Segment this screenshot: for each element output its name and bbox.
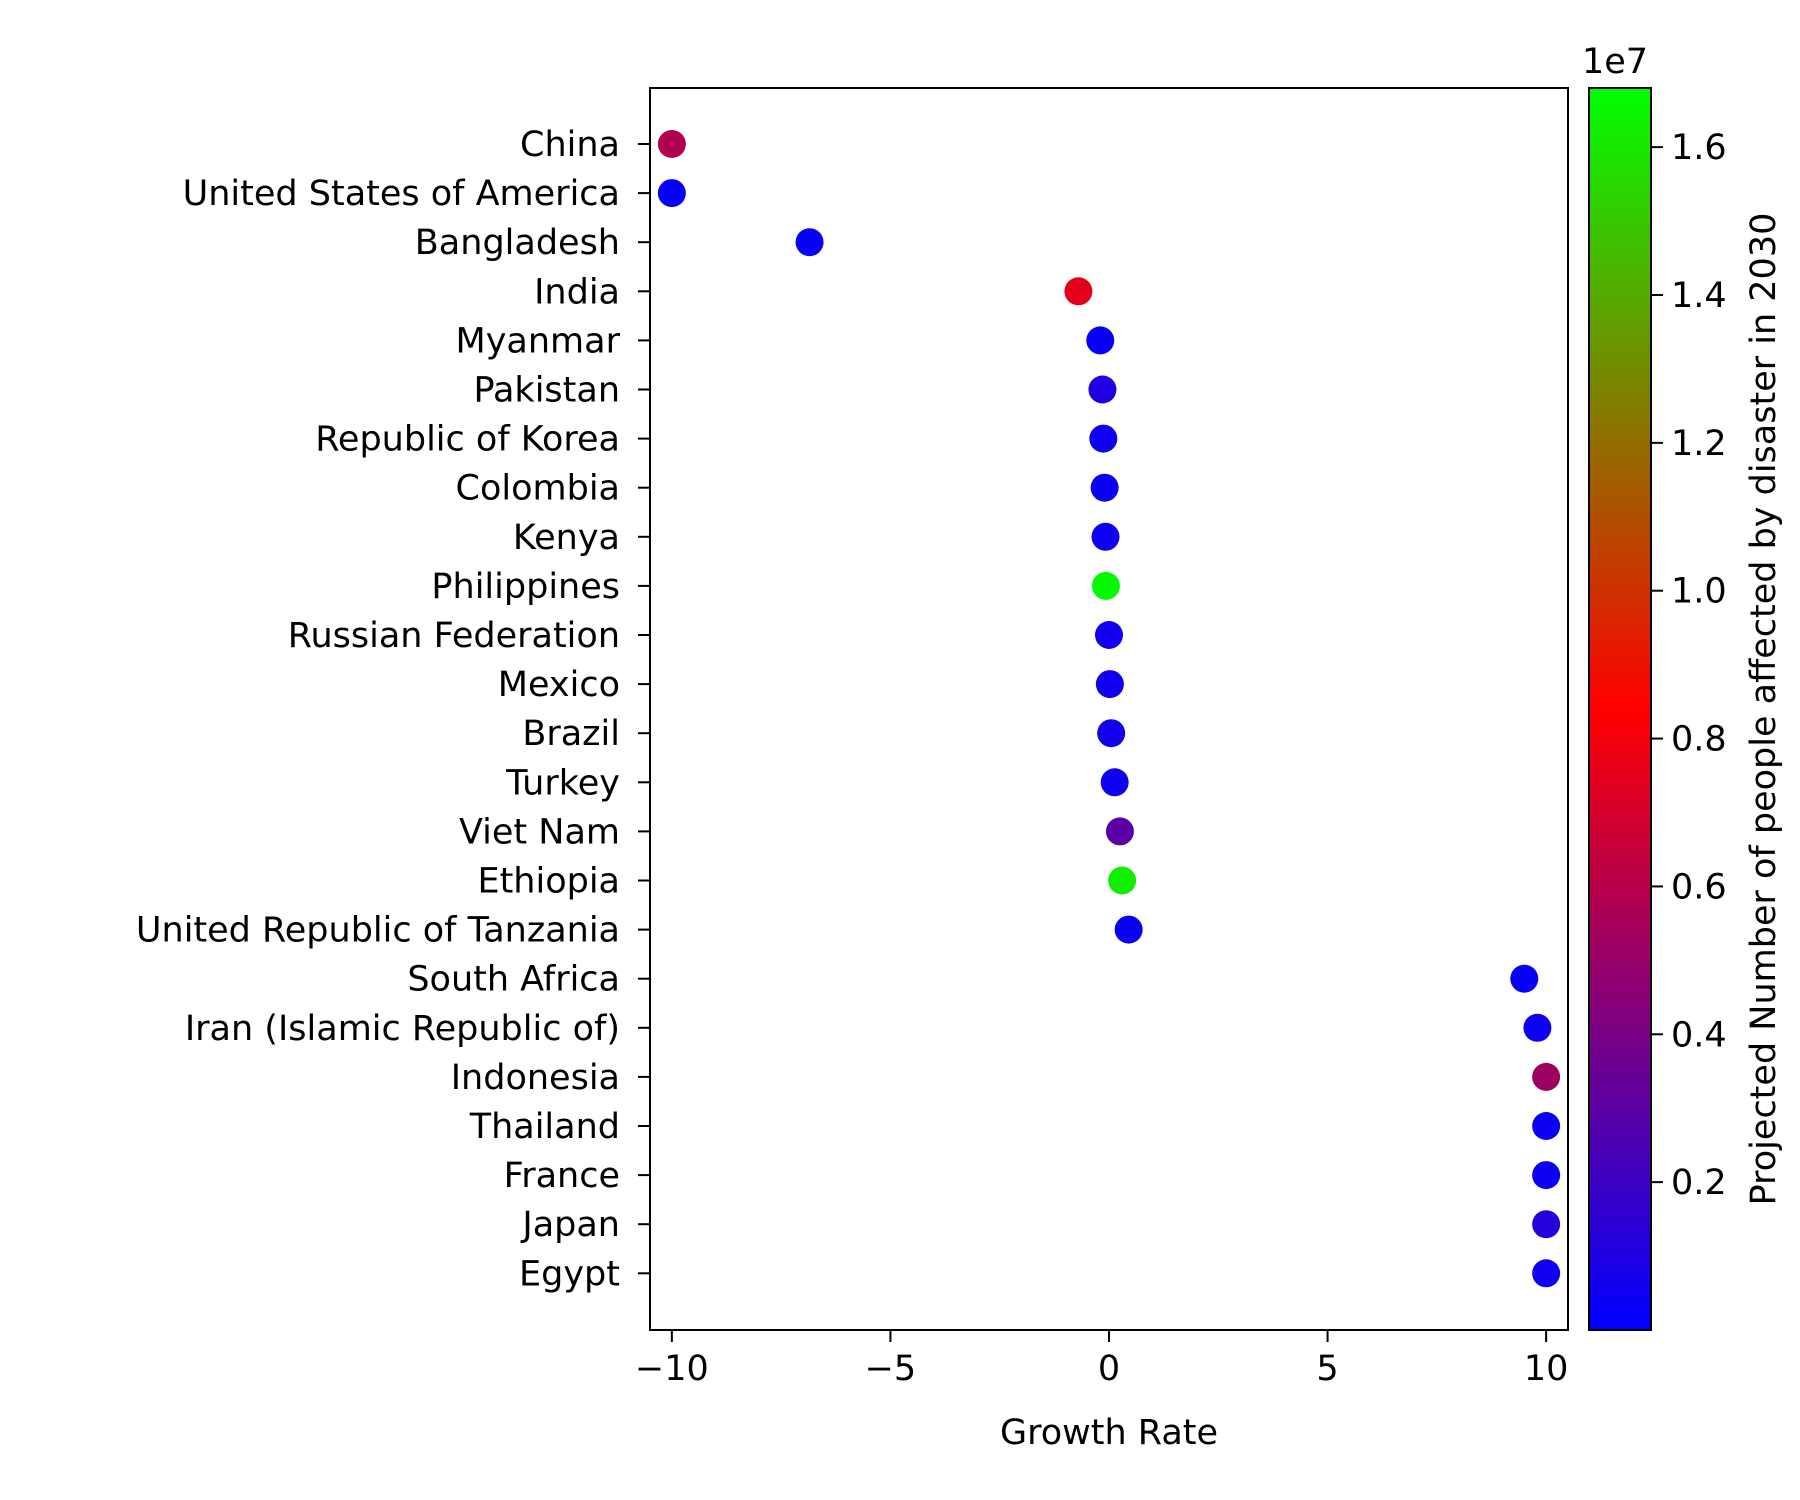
colorbar-tick-label: 1.6 — [1671, 128, 1727, 168]
data-point — [1532, 1062, 1561, 1091]
data-point — [1089, 424, 1118, 453]
y-tick-label: Republic of Korea — [315, 420, 620, 460]
data-point — [1510, 964, 1539, 993]
y-tick-label: Pakistan — [473, 371, 620, 411]
data-point — [1095, 670, 1124, 699]
data-point — [1532, 1112, 1561, 1140]
x-tick-label: 0 — [1098, 1349, 1120, 1389]
colorbar-label: Projected Number of people affected by d… — [1744, 213, 1784, 1206]
y-tick-label: United States of America — [183, 174, 620, 214]
x-axis: −10 −5 0 5 10 — [635, 1330, 1568, 1389]
data-point — [657, 179, 686, 208]
data-point — [1086, 326, 1115, 355]
colorbar-tick-label: 1.2 — [1671, 424, 1727, 464]
y-tick-label: Japan — [520, 1205, 620, 1245]
y-tick-label: Russian Federation — [288, 616, 620, 656]
y-tick-label: France — [504, 1156, 620, 1196]
data-point — [1105, 817, 1134, 846]
y-tick-label: Kenya — [513, 518, 620, 558]
y-tick-label: China — [520, 125, 620, 165]
x-axis-label: Growth Rate — [1000, 1413, 1218, 1453]
y-axis: China United States of America Bangladesh I… — [136, 125, 650, 1294]
data-point — [1090, 473, 1119, 502]
y-tick-label: Turkey — [505, 763, 620, 803]
y-tick-label: South Africa — [407, 960, 620, 1000]
y-tick-label: Iran (Islamic Republic of) — [185, 1009, 620, 1049]
y-tick-label: United Republic of Tanzania — [136, 911, 620, 951]
data-point — [1532, 1259, 1561, 1288]
x-tick-label: 10 — [1524, 1349, 1569, 1389]
colorbar-tick-label: 1.0 — [1671, 572, 1727, 612]
data-point — [1088, 375, 1117, 404]
y-tick-label: Ethiopia — [477, 862, 620, 902]
data-point — [1114, 915, 1143, 944]
data-point — [1532, 1161, 1561, 1190]
colorbar-tick-label: 0.4 — [1671, 1015, 1727, 1055]
colorbar-offset-label: 1e7 — [1582, 42, 1648, 82]
data-point — [1095, 621, 1123, 649]
colorbar-tick-label: 0.8 — [1671, 720, 1727, 760]
colorbar-tick-label: 1.4 — [1671, 276, 1727, 316]
y-tick-label: Viet Nam — [459, 812, 620, 852]
data-point — [795, 228, 824, 257]
colorbar-tick-label: 0.6 — [1671, 867, 1727, 907]
data-point — [1091, 571, 1120, 600]
x-tick-label: −10 — [635, 1349, 709, 1389]
colorbar — [1588, 87, 1652, 1331]
y-tick-label: Mexico — [498, 665, 620, 705]
x-tick-label: 5 — [1316, 1349, 1338, 1389]
data-point — [1064, 277, 1093, 306]
data-point — [1532, 1210, 1561, 1239]
y-tick-label: Colombia — [456, 469, 620, 509]
data-point — [657, 130, 686, 158]
y-tick-label: Bangladesh — [415, 223, 620, 263]
y-tick-label: Egypt — [519, 1254, 620, 1294]
y-tick-label: Philippines — [431, 567, 620, 607]
data-point — [1091, 522, 1120, 551]
x-tick-label: −5 — [865, 1349, 917, 1389]
y-tick-label: Brazil — [522, 714, 620, 754]
y-tick-label: India — [534, 272, 620, 312]
data-point — [1108, 866, 1137, 895]
colorbar-tick-label: 0.2 — [1671, 1163, 1727, 1203]
data-point — [1523, 1013, 1552, 1042]
y-tick-label: Myanmar — [456, 321, 621, 361]
chart-marks — [657, 130, 1561, 1288]
data-point — [1100, 768, 1129, 797]
y-tick-label: Thailand — [469, 1107, 620, 1147]
data-point — [1097, 719, 1126, 748]
y-tick-label: Indonesia — [451, 1058, 620, 1098]
colorbar-ticks: 0.2 0.4 0.6 0.8 1.0 1.2 1.4 1.6 — [1651, 128, 1727, 1203]
